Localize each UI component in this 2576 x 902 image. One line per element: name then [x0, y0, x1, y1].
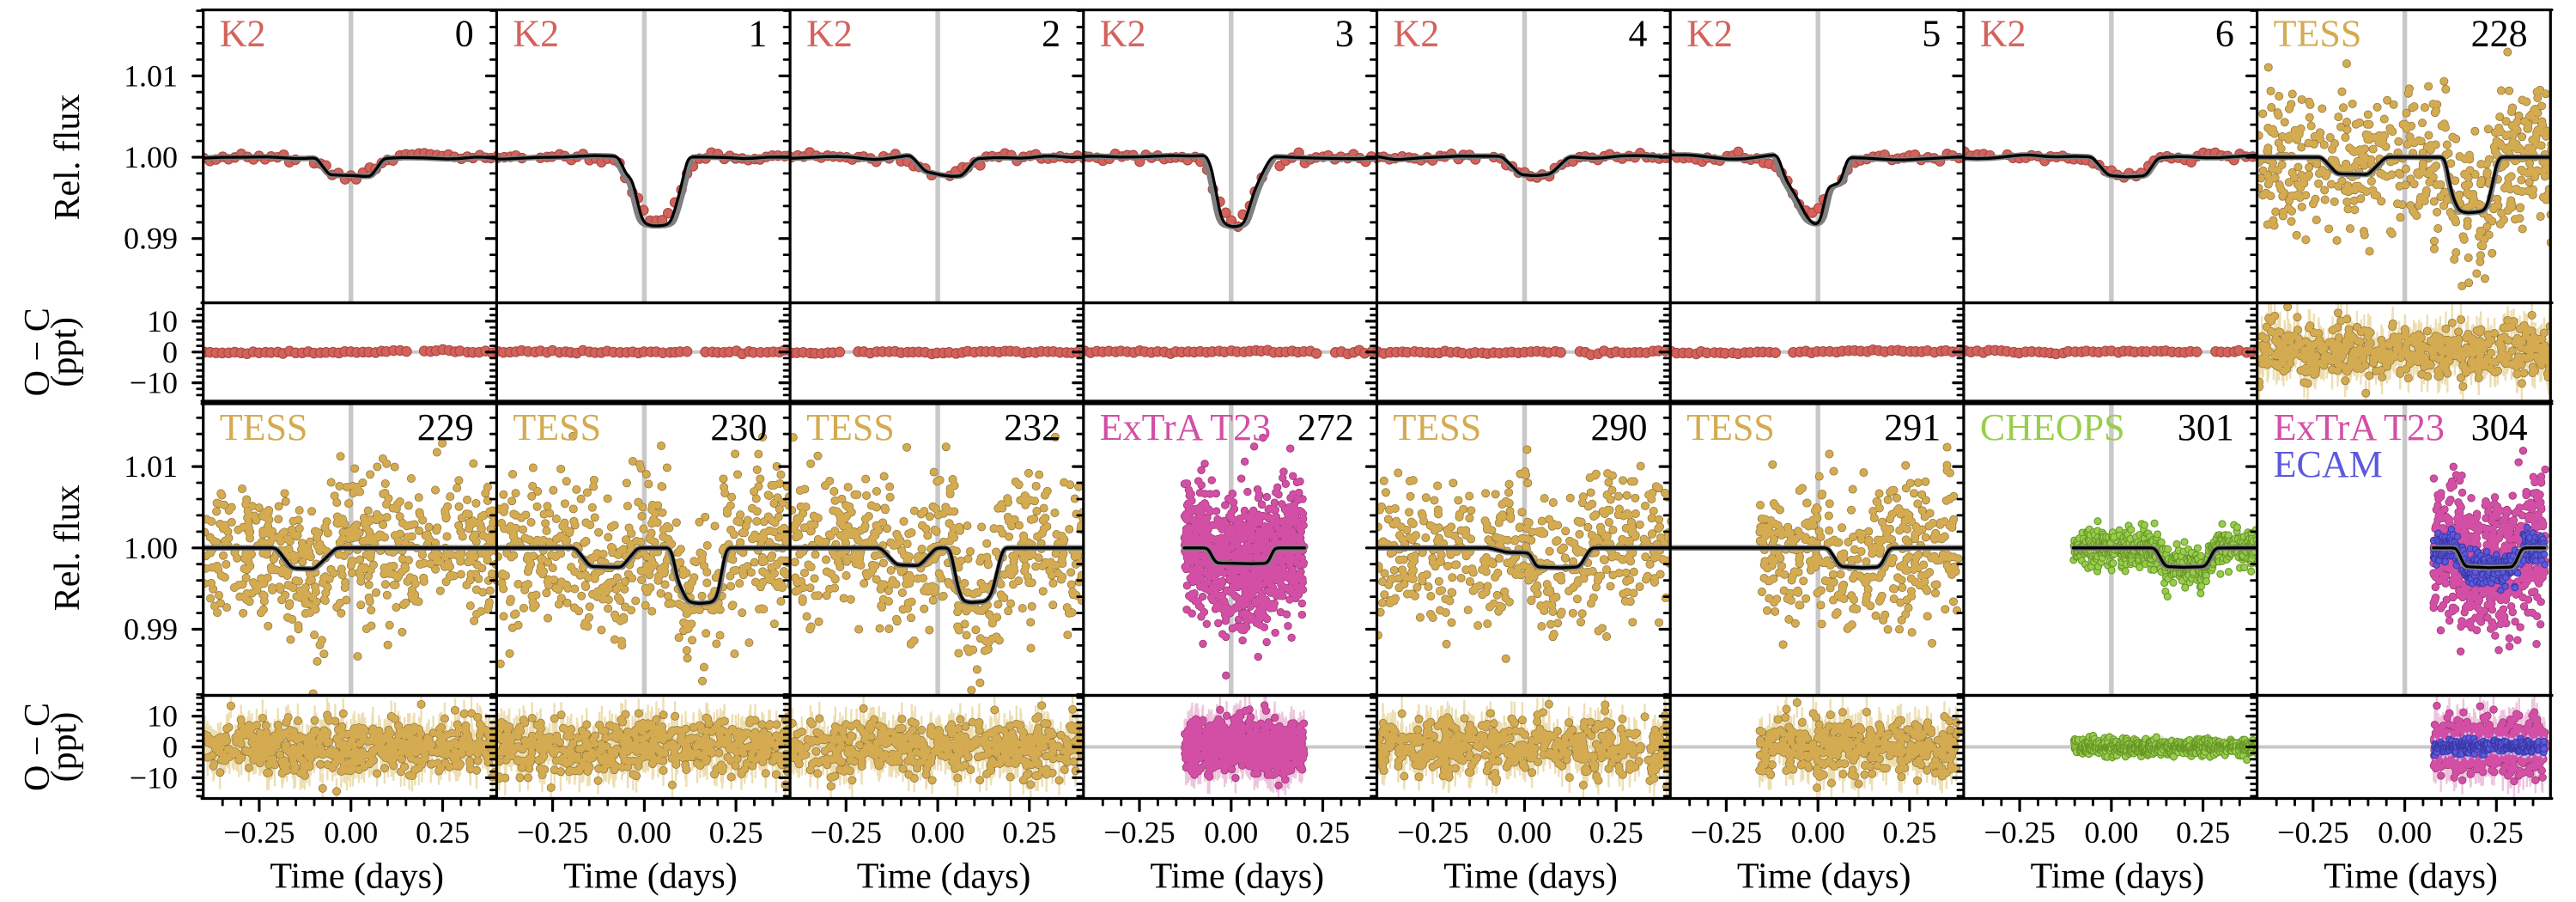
svg-text:Time (days): Time (days) [2031, 857, 2205, 897]
svg-text:0: 0 [162, 730, 178, 765]
svg-text:232: 232 [1004, 406, 1060, 448]
svg-text:304: 304 [2471, 406, 2528, 448]
svg-text:−10: −10 [130, 366, 178, 400]
svg-text:TESS: TESS [220, 406, 308, 448]
svg-text:0: 0 [455, 13, 474, 55]
svg-text:CHEOPS: CHEOPS [1980, 406, 2125, 448]
svg-text:1.01: 1.01 [124, 58, 178, 93]
svg-text:3: 3 [1335, 13, 1354, 55]
svg-text:301: 301 [2178, 406, 2234, 448]
svg-text:−0.25: −0.25 [223, 815, 295, 850]
svg-text:TESS: TESS [1686, 406, 1775, 448]
svg-text:ExTrA T23: ExTrA T23 [1100, 406, 1271, 448]
svg-text:6: 6 [2215, 13, 2234, 55]
svg-text:K2: K2 [1980, 13, 2026, 55]
svg-text:0.00: 0.00 [617, 815, 671, 850]
svg-text:−0.25: −0.25 [1397, 815, 1468, 850]
svg-text:0.25: 0.25 [1882, 815, 1936, 850]
svg-text:Time (days): Time (days) [1443, 857, 1618, 897]
svg-text:TESS: TESS [1394, 406, 1482, 448]
svg-text:Time (days): Time (days) [563, 857, 738, 897]
svg-text:4: 4 [1629, 13, 1648, 55]
svg-text:5: 5 [1922, 13, 1941, 55]
svg-text:230: 230 [710, 406, 767, 448]
svg-text:0: 0 [162, 335, 178, 369]
svg-text:O − C: O − C [18, 308, 58, 396]
svg-text:Time (days): Time (days) [857, 857, 1031, 897]
svg-text:Rel. flux: Rel. flux [48, 485, 88, 611]
svg-text:ExTrA T23: ExTrA T23 [2274, 406, 2445, 448]
svg-text:1: 1 [748, 13, 767, 55]
svg-text:(ppt): (ppt) [45, 317, 84, 387]
svg-text:(ppt): (ppt) [45, 712, 84, 783]
svg-text:K2: K2 [1100, 13, 1146, 55]
svg-text:−10: −10 [130, 760, 178, 795]
svg-text:Time (days): Time (days) [1150, 857, 1324, 897]
svg-text:K2: K2 [1686, 13, 1733, 55]
svg-text:Rel. flux: Rel. flux [48, 94, 88, 221]
svg-text:272: 272 [1297, 406, 1354, 448]
svg-text:0.25: 0.25 [2176, 815, 2230, 850]
svg-text:1.00: 1.00 [124, 140, 178, 174]
svg-text:−0.25: −0.25 [1103, 815, 1175, 850]
svg-text:K2: K2 [806, 13, 853, 55]
svg-text:K2: K2 [1394, 13, 1440, 55]
svg-text:0.00: 0.00 [911, 815, 965, 850]
svg-text:228: 228 [2471, 13, 2528, 55]
svg-text:TESS: TESS [806, 406, 895, 448]
svg-text:−0.25: −0.25 [1691, 815, 1762, 850]
svg-text:0.25: 0.25 [1002, 815, 1056, 850]
svg-text:−0.25: −0.25 [1984, 815, 2055, 850]
svg-text:0.25: 0.25 [2470, 815, 2524, 850]
svg-text:Time (days): Time (days) [270, 857, 444, 897]
svg-text:0.00: 0.00 [1498, 815, 1552, 850]
svg-text:TESS: TESS [2274, 13, 2362, 55]
svg-text:0.00: 0.00 [1791, 815, 1845, 850]
svg-text:290: 290 [1591, 406, 1648, 448]
svg-text:0.99: 0.99 [124, 613, 178, 647]
svg-text:0.25: 0.25 [1296, 815, 1350, 850]
svg-text:0.99: 0.99 [124, 222, 178, 256]
svg-text:K2: K2 [513, 13, 559, 55]
svg-text:2: 2 [1042, 13, 1060, 55]
svg-text:Time (days): Time (days) [2324, 857, 2498, 897]
svg-text:0.00: 0.00 [1204, 815, 1258, 850]
svg-text:0.25: 0.25 [1589, 815, 1643, 850]
svg-text:0.00: 0.00 [324, 815, 378, 850]
svg-text:−0.25: −0.25 [811, 815, 882, 850]
svg-text:−0.25: −0.25 [2277, 815, 2348, 850]
svg-text:10: 10 [147, 304, 178, 338]
svg-text:0.25: 0.25 [709, 815, 763, 850]
svg-text:229: 229 [417, 406, 474, 448]
svg-text:−0.25: −0.25 [517, 815, 588, 850]
svg-text:K2: K2 [220, 13, 266, 55]
svg-text:ECAM: ECAM [2274, 443, 2383, 485]
svg-text:1.00: 1.00 [124, 531, 178, 565]
svg-text:O − C: O − C [18, 703, 58, 791]
svg-text:0.00: 0.00 [2378, 815, 2432, 850]
svg-text:0.25: 0.25 [416, 815, 470, 850]
svg-text:1.01: 1.01 [124, 449, 178, 484]
svg-text:0.00: 0.00 [2084, 815, 2138, 850]
svg-text:TESS: TESS [513, 406, 601, 448]
svg-text:Time (days): Time (days) [1737, 857, 1911, 897]
svg-text:291: 291 [1884, 406, 1941, 448]
svg-text:10: 10 [147, 699, 178, 734]
